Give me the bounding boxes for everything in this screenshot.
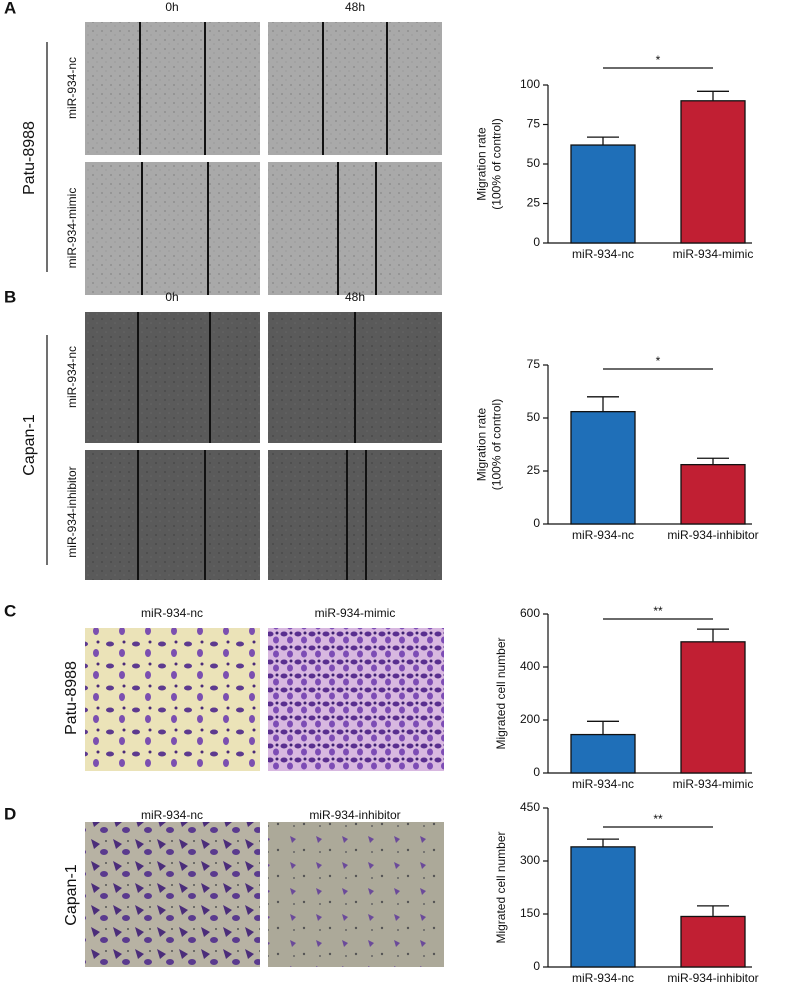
y-axis-label: Migrated cell number — [494, 831, 508, 943]
significance-mark: ** — [653, 604, 663, 618]
y-axis-label: Migrated cell number — [494, 637, 508, 749]
panel-letter: C — [4, 601, 16, 620]
cell-line-label: Capan-1 — [63, 864, 80, 925]
panel-letter: A — [4, 0, 16, 17]
y-tick-label: 0 — [533, 959, 540, 973]
y-axis-label: (100% of control) — [490, 118, 504, 209]
image — [268, 628, 444, 771]
bar — [570, 410, 636, 525]
cell-line-label: Capan-1 — [21, 414, 38, 475]
x-tick-label: miR-934-nc — [572, 777, 634, 791]
image — [85, 628, 260, 771]
column-label: 48h — [345, 0, 365, 14]
y-tick-label: 0 — [533, 516, 540, 530]
y-tick-label: 25 — [527, 463, 541, 477]
significance-mark: ** — [653, 812, 663, 826]
bar — [680, 100, 746, 244]
scratch-edges — [139, 22, 388, 295]
image — [85, 22, 260, 155]
y-tick-label: 450 — [520, 800, 540, 814]
y-tick-label: 0 — [533, 765, 540, 779]
bar — [680, 463, 746, 525]
x-tick-label: miR-934-nc — [572, 528, 634, 542]
column-label: 0h — [165, 0, 178, 14]
row-label: miR-934-nc — [65, 346, 79, 408]
image — [85, 450, 260, 580]
y-tick-label: 25 — [527, 196, 541, 210]
y-tick-label: 50 — [527, 156, 541, 170]
image — [268, 822, 444, 967]
error-bar — [587, 396, 619, 412]
bar — [680, 915, 746, 968]
y-tick-label: 300 — [520, 853, 540, 867]
column-label: miR-934-inhibitor — [309, 808, 400, 822]
scratch-edges — [137, 312, 367, 580]
error-bar — [697, 457, 729, 465]
panel-letter: D — [4, 804, 16, 823]
bar — [570, 144, 636, 244]
y-tick-label: 600 — [520, 606, 540, 620]
y-tick-label: 150 — [520, 906, 540, 920]
row-label: miR-934-inhibitor — [65, 466, 79, 557]
y-tick-label: 75 — [527, 117, 541, 131]
row-label: miR-934-nc — [65, 57, 79, 119]
x-tick-label: miR-934-mimic — [673, 777, 754, 791]
significance-mark: * — [656, 53, 661, 67]
cell-line-label: Patu-8988 — [21, 121, 38, 195]
bar — [680, 641, 746, 774]
x-tick-label: miR-934-nc — [572, 247, 634, 261]
y-axis-label: Migration rate — [475, 407, 489, 481]
y-tick-label: 200 — [520, 712, 540, 726]
cell-line-label: Patu-8988 — [63, 661, 80, 735]
x-tick-label: miR-934-nc — [572, 971, 634, 985]
panel-letter: B — [4, 287, 16, 306]
bar — [570, 846, 636, 968]
column-label: miR-934-nc — [141, 808, 203, 822]
x-tick-label: miR-934-mimic — [673, 247, 754, 261]
x-tick-label: miR-934-inhibitor — [667, 528, 758, 542]
column-label: 0h — [165, 290, 178, 304]
y-tick-label: 0 — [533, 235, 540, 249]
error-bar — [697, 905, 729, 917]
image — [268, 162, 442, 295]
bar — [570, 733, 636, 774]
x-tick-label: miR-934-inhibitor — [667, 971, 758, 985]
significance-mark: * — [656, 354, 661, 368]
column-label: miR-934-mimic — [315, 606, 396, 620]
image — [85, 312, 260, 443]
y-axis-label: (100% of control) — [490, 399, 504, 490]
y-tick-label: 400 — [520, 659, 540, 673]
column-label: 48h — [345, 290, 365, 304]
image — [85, 822, 260, 967]
image — [268, 22, 442, 155]
image — [85, 162, 260, 295]
y-tick-label: 75 — [527, 357, 541, 371]
row-label: miR-934-mimic — [65, 188, 79, 269]
y-axis-label: Migration rate — [475, 127, 489, 201]
error-bar — [697, 628, 729, 642]
y-tick-label: 100 — [520, 77, 540, 91]
y-tick-label: 50 — [527, 410, 541, 424]
error-bar — [587, 720, 619, 735]
error-bar — [697, 90, 729, 101]
error-bar — [587, 136, 619, 146]
column-label: miR-934-nc — [141, 606, 203, 620]
image — [268, 450, 442, 580]
error-bar — [587, 838, 619, 847]
